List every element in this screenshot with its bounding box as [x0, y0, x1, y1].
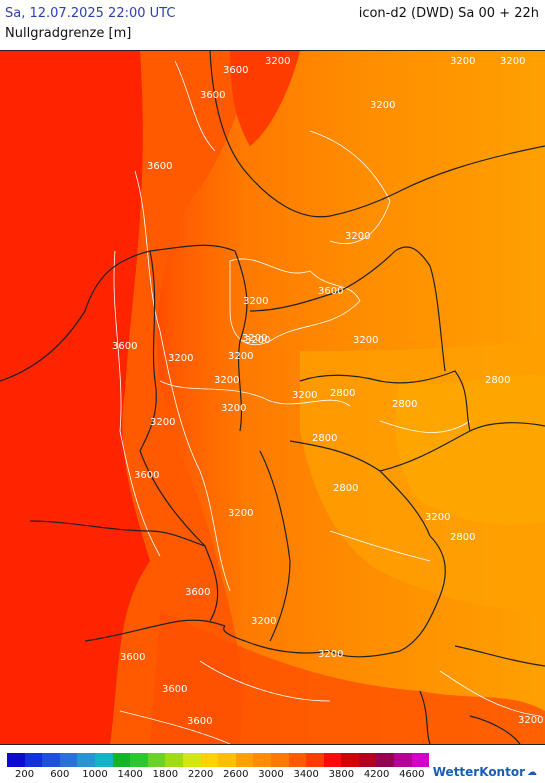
scale-swatch [200, 753, 219, 767]
scale-tick-label: 3400 [293, 769, 319, 780]
contour-label: 2800 [485, 375, 510, 386]
scale-swatch [358, 753, 377, 767]
contour-label: 3600 [318, 286, 343, 297]
isolines [113, 60, 541, 744]
contour-label: 3200 [265, 56, 290, 67]
scale-swatch [94, 753, 113, 767]
color-scale-ticks: 200 600 1000 1400 1800 2200 2600 3000 3400 3800 42… [0, 769, 440, 783]
scale-swatch [165, 753, 183, 767]
contour-label: 3600 [162, 684, 187, 695]
scale-swatch [77, 753, 95, 767]
contour-label: 3200 [251, 616, 276, 627]
contour-label: 3600 [200, 90, 225, 101]
scale-swatch [270, 753, 289, 767]
contour-label: 3600 [187, 716, 212, 727]
zone-3800-north [230, 51, 300, 146]
scale-swatch [130, 753, 148, 767]
scale-swatch [218, 753, 236, 767]
contour-label: 3200 [245, 335, 270, 346]
contour-label: 3200 [345, 231, 370, 242]
contour-label: 3600 [147, 161, 172, 172]
forecast-datetime: Sa, 12.07.2025 22:00 UTC [5, 6, 176, 21]
scale-swatch [253, 753, 271, 767]
scale-swatch [7, 753, 25, 767]
contour-label: 3200 [228, 508, 253, 519]
contour-label: 3200 [353, 335, 378, 346]
scale-swatch [235, 753, 254, 767]
contour-label: 2800 [450, 532, 475, 543]
contour-label: 2800 [312, 433, 337, 444]
scale-tick-label: 4600 [399, 769, 425, 780]
zone-2800 [300, 341, 545, 611]
contour-label: 2800 [333, 483, 358, 494]
map-canvas: 3600 3600 3200 3200 3600 3200 3200 3200 … [0, 51, 545, 744]
scale-swatch [182, 753, 201, 767]
contour-label: 2800 [392, 399, 417, 410]
contour-label: 3600 [134, 470, 159, 481]
contour-label: 3200 [425, 512, 450, 523]
freezing-level-map: 3600 3600 3200 3200 3600 3200 3200 3200 … [0, 50, 545, 745]
parameter-label: Nullgradgrenze [m] [5, 26, 132, 41]
scale-swatch [112, 753, 131, 767]
color-scale-bar [7, 753, 430, 767]
contour-label: 3600 [120, 652, 145, 663]
zone-3600-south [150, 611, 545, 744]
scale-swatch [147, 753, 166, 767]
scale-tick-label: 1000 [82, 769, 108, 780]
scale-swatch [42, 753, 60, 767]
contour-label: 3600 [185, 587, 210, 598]
scale-tick-label: 200 [15, 769, 35, 780]
scale-swatch [59, 753, 78, 767]
zone-3800-west [0, 51, 150, 744]
contour-label-group: 3600 3600 3200 3200 3600 3200 3200 3200 … [112, 56, 543, 727]
contour-label: 3600 [112, 341, 137, 352]
scale-swatch [288, 753, 307, 767]
borders [0, 51, 545, 744]
scale-tick-label: 3000 [258, 769, 284, 780]
scale-tick-label: 4200 [363, 769, 390, 780]
scale-swatch [341, 753, 359, 767]
wetterkontor-logo[interactable]: WetterKontor ☁ [433, 765, 537, 779]
model-run-label: icon-d2 (DWD) Sa 00 + 22h [358, 6, 539, 21]
scale-tick-label: 600 [50, 769, 70, 780]
cloud-icon: ☁ [527, 766, 537, 778]
contour-label: 3200 [214, 375, 239, 386]
scale-swatch [411, 753, 430, 767]
contour-label: 3200 [500, 56, 525, 67]
scale-swatch [376, 753, 395, 767]
contour-label: 3200 [370, 100, 395, 111]
scale-swatch [306, 753, 324, 767]
contour-label: 3200 [292, 390, 317, 401]
contour-label: 3200 [243, 296, 268, 307]
contour-label: 3200 [150, 417, 175, 428]
contour-label: 3200 [168, 353, 193, 364]
logo-text: WetterKontor [432, 765, 525, 779]
scale-tick-label: 1800 [152, 769, 179, 780]
scale-swatch [323, 753, 342, 767]
scale-tick-label: 1400 [117, 769, 143, 780]
scale-tick-label: 2200 [187, 769, 214, 780]
contour-label: 3200 [518, 715, 543, 726]
contour-label: 2800 [330, 388, 355, 399]
contour-label: 3200 [242, 333, 267, 344]
contour-label: 3200 [450, 56, 475, 67]
scale-swatch [394, 753, 412, 767]
contour-label: 3200 [318, 649, 343, 660]
contour-label: 3600 [223, 65, 248, 76]
contour-label: 3200 [221, 403, 246, 414]
scale-tick-label: 2600 [223, 769, 249, 780]
scale-tick-label: 3800 [328, 769, 355, 780]
contour-label: 3200 [228, 351, 253, 362]
scale-swatch [24, 753, 43, 767]
